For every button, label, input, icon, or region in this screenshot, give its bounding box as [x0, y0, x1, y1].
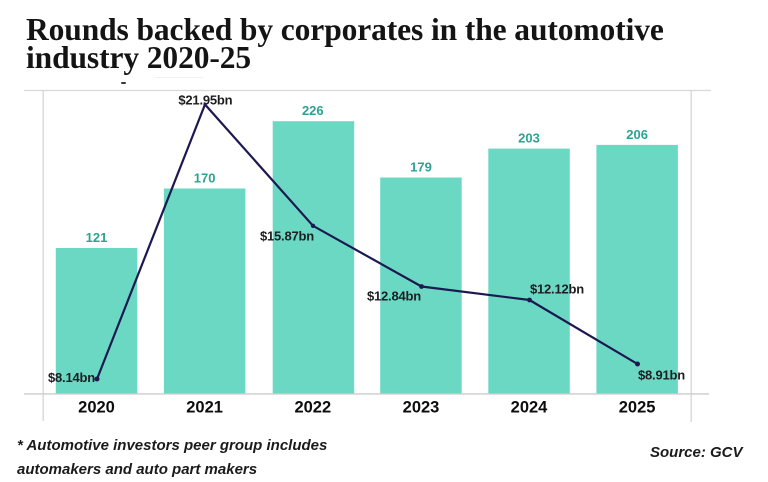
- svg-text:179: 179: [410, 160, 432, 175]
- svg-text:2020: 2020: [78, 399, 115, 417]
- svg-text:170: 170: [194, 171, 216, 186]
- svg-text:121: 121: [86, 230, 108, 245]
- svg-text:$8.91bn: $8.91bn: [638, 367, 685, 382]
- svg-text:226: 226: [302, 103, 324, 118]
- svg-text:2023: 2023: [403, 399, 440, 417]
- svg-text:$15.87bn: $15.87bn: [260, 228, 314, 243]
- svg-text:$12.84bn: $12.84bn: [367, 289, 421, 304]
- svg-text:2025: 2025: [619, 399, 656, 417]
- svg-text:203: 203: [518, 131, 540, 146]
- svg-text:$12.12bn: $12.12bn: [530, 282, 584, 297]
- svg-text:$21.95bn: $21.95bn: [178, 92, 232, 107]
- svg-text:206: 206: [626, 127, 648, 142]
- svg-text:2022: 2022: [294, 399, 331, 417]
- svg-text:2024: 2024: [511, 399, 549, 417]
- svg-text:2021: 2021: [186, 399, 223, 417]
- svg-text:$8.14bn: $8.14bn: [48, 370, 95, 385]
